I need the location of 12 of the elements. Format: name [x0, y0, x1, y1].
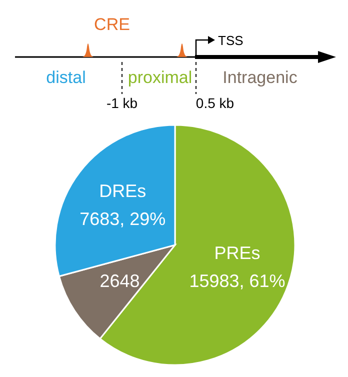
text: -1 kb — [106, 95, 138, 111]
text: CRE — [94, 15, 130, 34]
data-label: 7683, 29% — [80, 208, 166, 229]
slice-label: PREs — [214, 242, 260, 263]
text: distal — [46, 68, 86, 87]
text: TSS — [218, 33, 244, 48]
text: Intragenic — [222, 68, 298, 87]
slice-label: DREs — [99, 180, 146, 201]
text: 0.5 kb — [196, 95, 234, 111]
data-label: 15983, 61% — [189, 270, 286, 291]
text: proximal — [128, 68, 192, 87]
data-label: 2648 — [100, 271, 140, 292]
